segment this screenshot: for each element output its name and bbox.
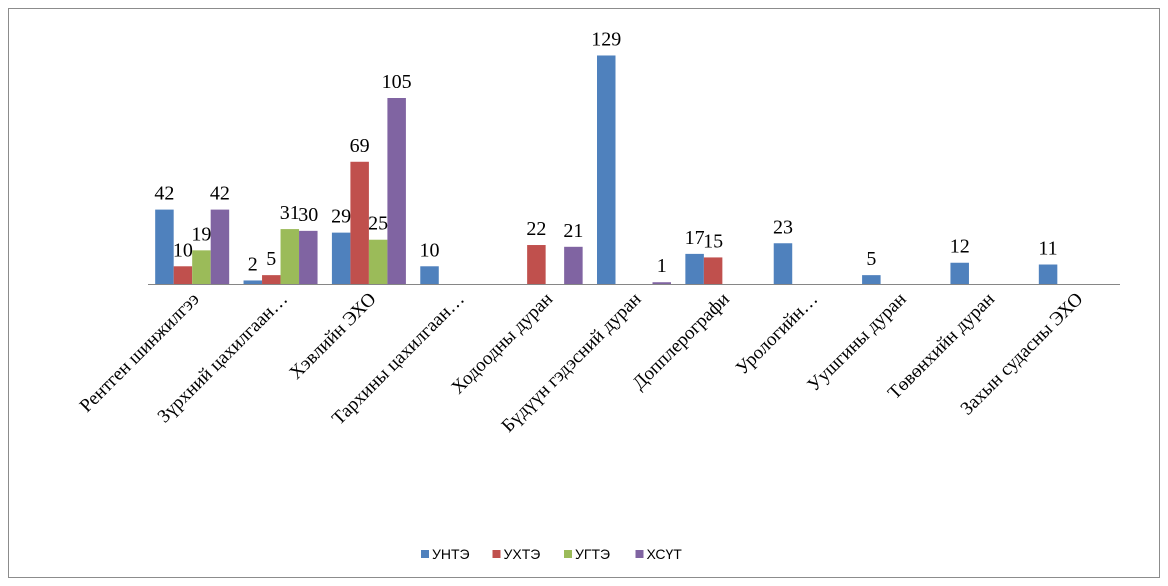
legend-label: ХСҮТ: [647, 546, 683, 562]
bar: [685, 253, 704, 284]
legend-label: УНТЭ: [432, 546, 470, 562]
bar: [652, 282, 671, 284]
value-label: 10: [420, 239, 440, 261]
bar: [173, 266, 193, 284]
bar: [368, 239, 388, 284]
legend-label: УГТЭ: [575, 546, 610, 562]
value-label: 30: [298, 204, 318, 226]
value-label: 42: [210, 183, 230, 205]
bar: [773, 243, 793, 284]
value-label: 129: [591, 28, 621, 50]
legend-swatch: [492, 550, 501, 558]
value-label: 5: [866, 248, 876, 270]
bar: [350, 161, 369, 284]
value-label: 21: [563, 220, 583, 242]
bar: [950, 262, 969, 284]
legend-label: УХТЭ: [504, 546, 541, 562]
value-label: 1: [657, 255, 667, 277]
value-label: 29: [331, 206, 351, 228]
value-label: 11: [1038, 238, 1057, 260]
value-label: 42: [154, 183, 174, 205]
bar: [280, 229, 300, 284]
legend-swatch: [635, 550, 644, 558]
bar: [597, 55, 616, 284]
bar: [243, 280, 263, 284]
value-label: 105: [382, 71, 412, 93]
value-label: 19: [191, 223, 211, 245]
legend-swatch: [421, 550, 429, 558]
chart-frame: [8, 8, 1160, 578]
bar: [210, 209, 230, 284]
value-label: 25: [368, 213, 388, 235]
value-label: 17: [685, 227, 705, 249]
value-label: 2: [248, 253, 258, 275]
bar: [564, 246, 583, 284]
value-label: 15: [703, 230, 723, 252]
bar: [527, 245, 546, 284]
value-label: 23: [773, 216, 793, 238]
bar: [387, 98, 406, 284]
value-label: 12: [950, 236, 970, 258]
bar: [331, 232, 351, 284]
value-label: 31: [280, 202, 300, 224]
bar: [299, 230, 318, 284]
bar: [192, 250, 211, 284]
bar: [1038, 264, 1058, 284]
legend-swatch: [564, 550, 572, 558]
bar: [262, 275, 281, 284]
value-label: 22: [526, 218, 546, 240]
bar: [862, 275, 881, 284]
bar: [155, 209, 174, 284]
value-label: 5: [266, 248, 276, 270]
bar: [703, 257, 723, 284]
value-label: 69: [350, 135, 370, 157]
bar: [420, 266, 439, 284]
value-label: 10: [173, 239, 193, 261]
